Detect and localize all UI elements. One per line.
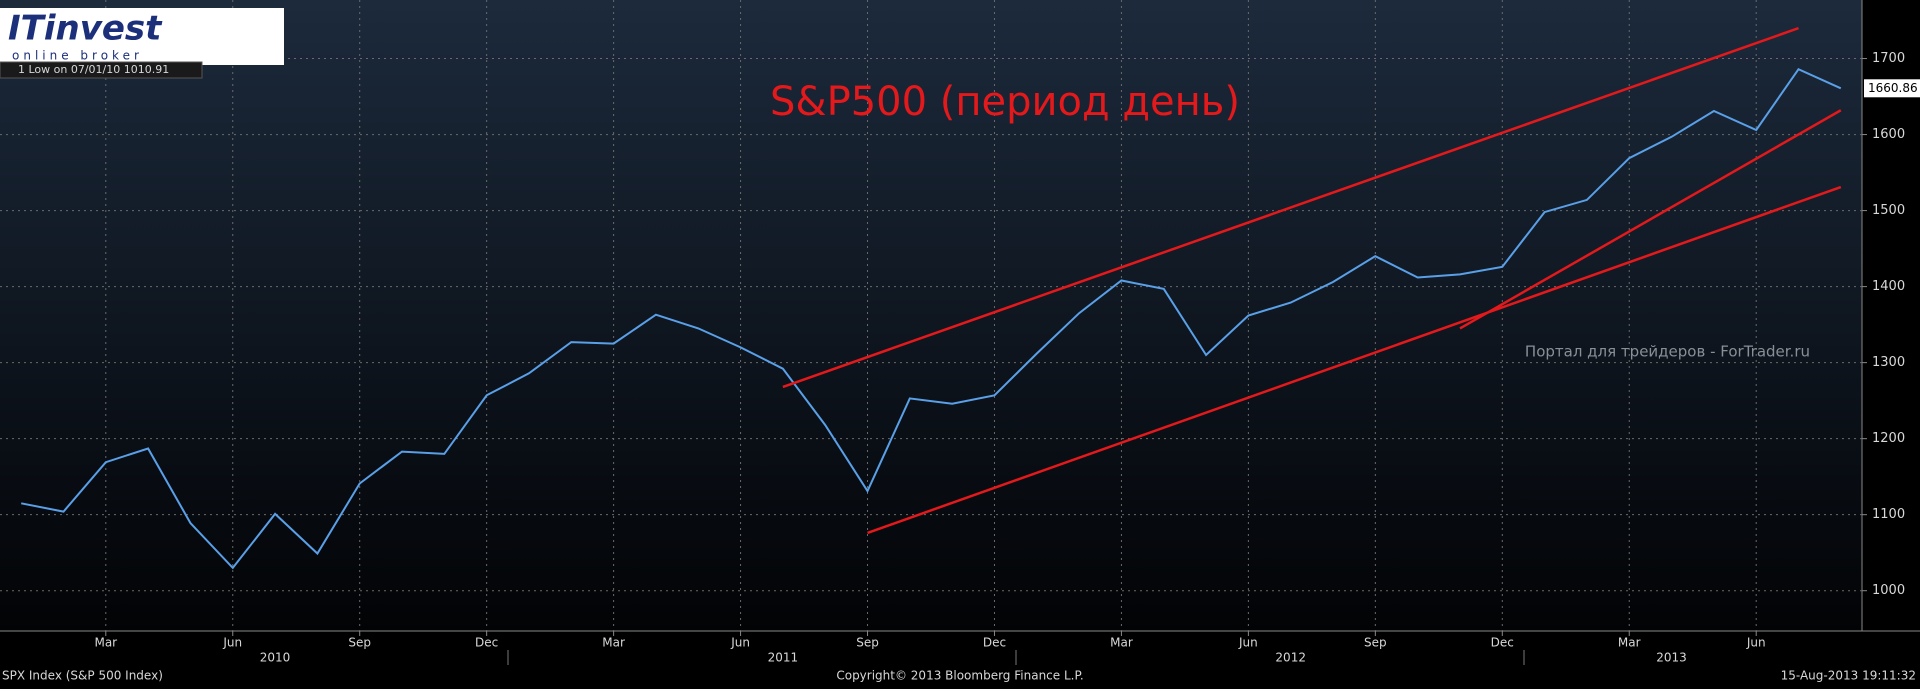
x-tick-label: Dec (983, 636, 1006, 650)
y-tick-label: 1600 (1872, 127, 1905, 142)
trendline (867, 185, 1842, 535)
y-tick-label: 1000 (1872, 583, 1905, 598)
x-tick-label: Sep (1364, 636, 1387, 650)
trendline (1459, 109, 1842, 330)
last-value-box (1864, 79, 1920, 98)
y-tick-label: 1100 (1872, 507, 1905, 522)
chart-title: S&P500 (период день) (770, 79, 1240, 125)
legend-box (0, 61, 203, 79)
x-tick-label: Mar (94, 636, 117, 650)
x-tick-label: Dec (1491, 636, 1514, 650)
x-tick-label: Sep (856, 636, 879, 650)
trendline (782, 26, 1799, 389)
x-tick-label: Mar (1110, 636, 1133, 650)
x-tick-label: Jun (222, 636, 242, 650)
logo-name: ITinvest (8, 9, 163, 49)
axis-background (1862, 0, 1920, 631)
x-tick-label: Jun (1746, 636, 1766, 650)
year-label: 2012 (1275, 651, 1306, 665)
year-label: 2013 (1656, 651, 1687, 665)
x-tick-label: Mar (602, 636, 625, 650)
footer-left: SPX Index (S&P 500 Index) (2, 669, 163, 683)
grid (0, 0, 1862, 631)
last-value-label: 1660.86 (1868, 81, 1918, 95)
logo-box (0, 8, 284, 65)
footer-center: Copyright© 2013 Bloomberg Finance L.P. (836, 669, 1083, 683)
y-tick-label: 1400 (1872, 279, 1905, 294)
y-tick-label: 1500 (1872, 203, 1905, 218)
marks (21, 26, 1842, 570)
plot-background (0, 0, 1862, 631)
year-label: 2010 (260, 651, 291, 665)
legend-text: 1 Low on 07/01/10 1010.91 (18, 63, 169, 76)
x-tick-label: Mar (1618, 636, 1641, 650)
year-label: 2011 (768, 651, 799, 665)
x-tick-label: Jun (1238, 636, 1258, 650)
x-tick-label: Jun (730, 636, 750, 650)
watermark: Портал для трейдеров - ForTrader.ru (1525, 343, 1810, 361)
y-tick-label: 1300 (1872, 355, 1905, 370)
footer-right: 15-Aug-2013 19:11:32 (1781, 669, 1916, 683)
y-tick-label: 1700 (1872, 51, 1905, 66)
x-tick-label: Dec (475, 636, 498, 650)
x-tick-label: Sep (348, 636, 371, 650)
price-line (21, 67, 1842, 570)
logo-tagline: online broker (12, 49, 143, 63)
y-tick-label: 1200 (1872, 431, 1905, 446)
